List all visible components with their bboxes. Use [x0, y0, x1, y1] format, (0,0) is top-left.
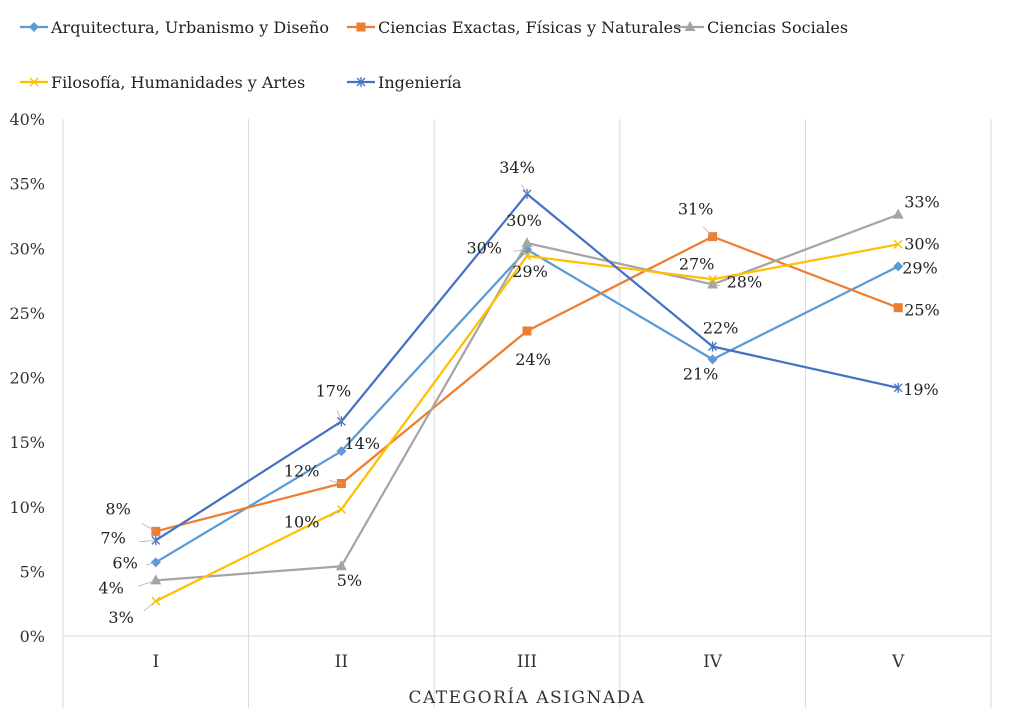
data-label: 30% — [506, 211, 542, 230]
x-tick-label: II — [335, 652, 348, 672]
data-point — [684, 21, 696, 31]
series — [150, 208, 904, 585]
legend-label: Ciencias Exactas, Físicas y Naturales — [378, 18, 681, 37]
leader-line — [141, 523, 156, 532]
legend: Arquitectura, Urbanismo y Diseño Ciencias… — [20, 18, 848, 92]
leader-line — [145, 561, 156, 566]
y-tick-label: 25% — [9, 304, 45, 323]
marker-stroke — [522, 251, 532, 261]
data-label: 31% — [678, 200, 714, 219]
y-tick-label: 0% — [20, 627, 45, 646]
series-line — [155, 243, 899, 603]
leader-line — [336, 410, 342, 422]
data-point — [356, 22, 366, 32]
data-label: 25% — [904, 301, 940, 320]
legend-item: Arquitectura, Urbanismo y Diseño — [20, 18, 329, 37]
legend-item: Ingeniería — [347, 73, 462, 92]
legend-label: Ciencias Sociales — [707, 18, 848, 37]
x-tick-label: IV — [703, 652, 723, 672]
gridlines — [62, 119, 992, 708]
y-tick-label: 5% — [20, 562, 45, 581]
x-axis-title: CATEGORÍA ASIGNADA — [408, 687, 645, 708]
leader-line — [329, 479, 342, 484]
y-tick-label: 10% — [9, 498, 45, 517]
data-labels: 6% 14% 30% 21% 29% 8% 12% 24% 31% 25% 4% 5% 30% 28% 33… — [98, 158, 939, 627]
leader-line — [139, 539, 156, 543]
leader-line — [702, 226, 713, 237]
y-tick-label: 40% — [9, 110, 45, 129]
data-label: 3% — [108, 608, 133, 627]
data-label: 6% — [112, 553, 137, 572]
y-tick-label: 30% — [9, 239, 45, 258]
data-label: 10% — [284, 512, 320, 531]
data-point — [356, 77, 366, 87]
data-label: 29% — [512, 262, 548, 281]
y-tick-label: 20% — [9, 369, 45, 388]
data-label: 30% — [466, 239, 502, 258]
data-label: 29% — [902, 258, 938, 277]
data-point — [29, 77, 39, 87]
legend-item: Ciencias Sociales — [676, 18, 848, 37]
series — [150, 244, 904, 568]
marker-stroke — [893, 239, 903, 249]
data-label: 7% — [100, 528, 125, 547]
y-tick-label: 15% — [9, 433, 45, 452]
data-point — [335, 560, 347, 571]
data-point — [336, 446, 347, 457]
series-lines — [150, 188, 904, 606]
data-label: 8% — [105, 499, 130, 518]
data-point — [150, 574, 162, 585]
x-tick-label: V — [891, 652, 905, 672]
data-label: 5% — [337, 571, 362, 590]
data-point — [893, 303, 903, 313]
data-point — [521, 237, 533, 248]
data-point — [892, 208, 904, 219]
data-label: 4% — [98, 578, 123, 597]
data-label: 22% — [703, 318, 739, 337]
series-line — [155, 248, 899, 564]
legend-item: Ciencias Exactas, Físicas y Naturales — [347, 18, 681, 37]
data-label: 21% — [683, 364, 719, 383]
data-label: 33% — [904, 193, 940, 212]
data-point — [522, 326, 532, 336]
data-label: 28% — [727, 272, 763, 291]
data-label: 12% — [284, 461, 320, 480]
leader-line — [521, 184, 528, 195]
data-label: 14% — [344, 434, 380, 453]
leader-line — [143, 600, 157, 612]
data-label: 17% — [316, 381, 352, 400]
marker-stroke — [29, 77, 39, 87]
legend-label: Ingeniería — [378, 73, 462, 92]
data-point — [707, 354, 718, 365]
data-point — [708, 341, 718, 352]
data-label: 27% — [679, 254, 715, 273]
data-label: 19% — [903, 380, 939, 399]
leader-line — [329, 509, 342, 518]
y-tick-label: 35% — [9, 175, 45, 194]
data-point — [707, 278, 719, 289]
data-label: 24% — [515, 350, 551, 369]
x-tick-label: III — [517, 652, 537, 672]
data-point — [893, 239, 903, 249]
data-point — [893, 382, 903, 393]
leader-line — [138, 580, 156, 587]
legend-item: Filosofía, Humanidades y Artes — [20, 73, 305, 92]
legend-label: Filosofía, Humanidades y Artes — [51, 73, 305, 92]
leader-line — [712, 284, 721, 287]
axes: 0%5%10%15%20%25%30%35%40%I II III IV V — [9, 110, 991, 672]
data-point — [522, 251, 532, 261]
data-label: 34% — [499, 158, 535, 177]
x-tick-label: I — [152, 652, 159, 672]
data-label: 30% — [904, 234, 940, 253]
leader-line — [513, 249, 528, 252]
data-point — [29, 22, 39, 32]
data-point — [708, 274, 718, 284]
legend-label: Arquitectura, Urbanismo y Diseño — [50, 18, 329, 37]
marker-stroke — [708, 274, 718, 284]
data-point — [893, 261, 904, 272]
series — [151, 239, 903, 606]
